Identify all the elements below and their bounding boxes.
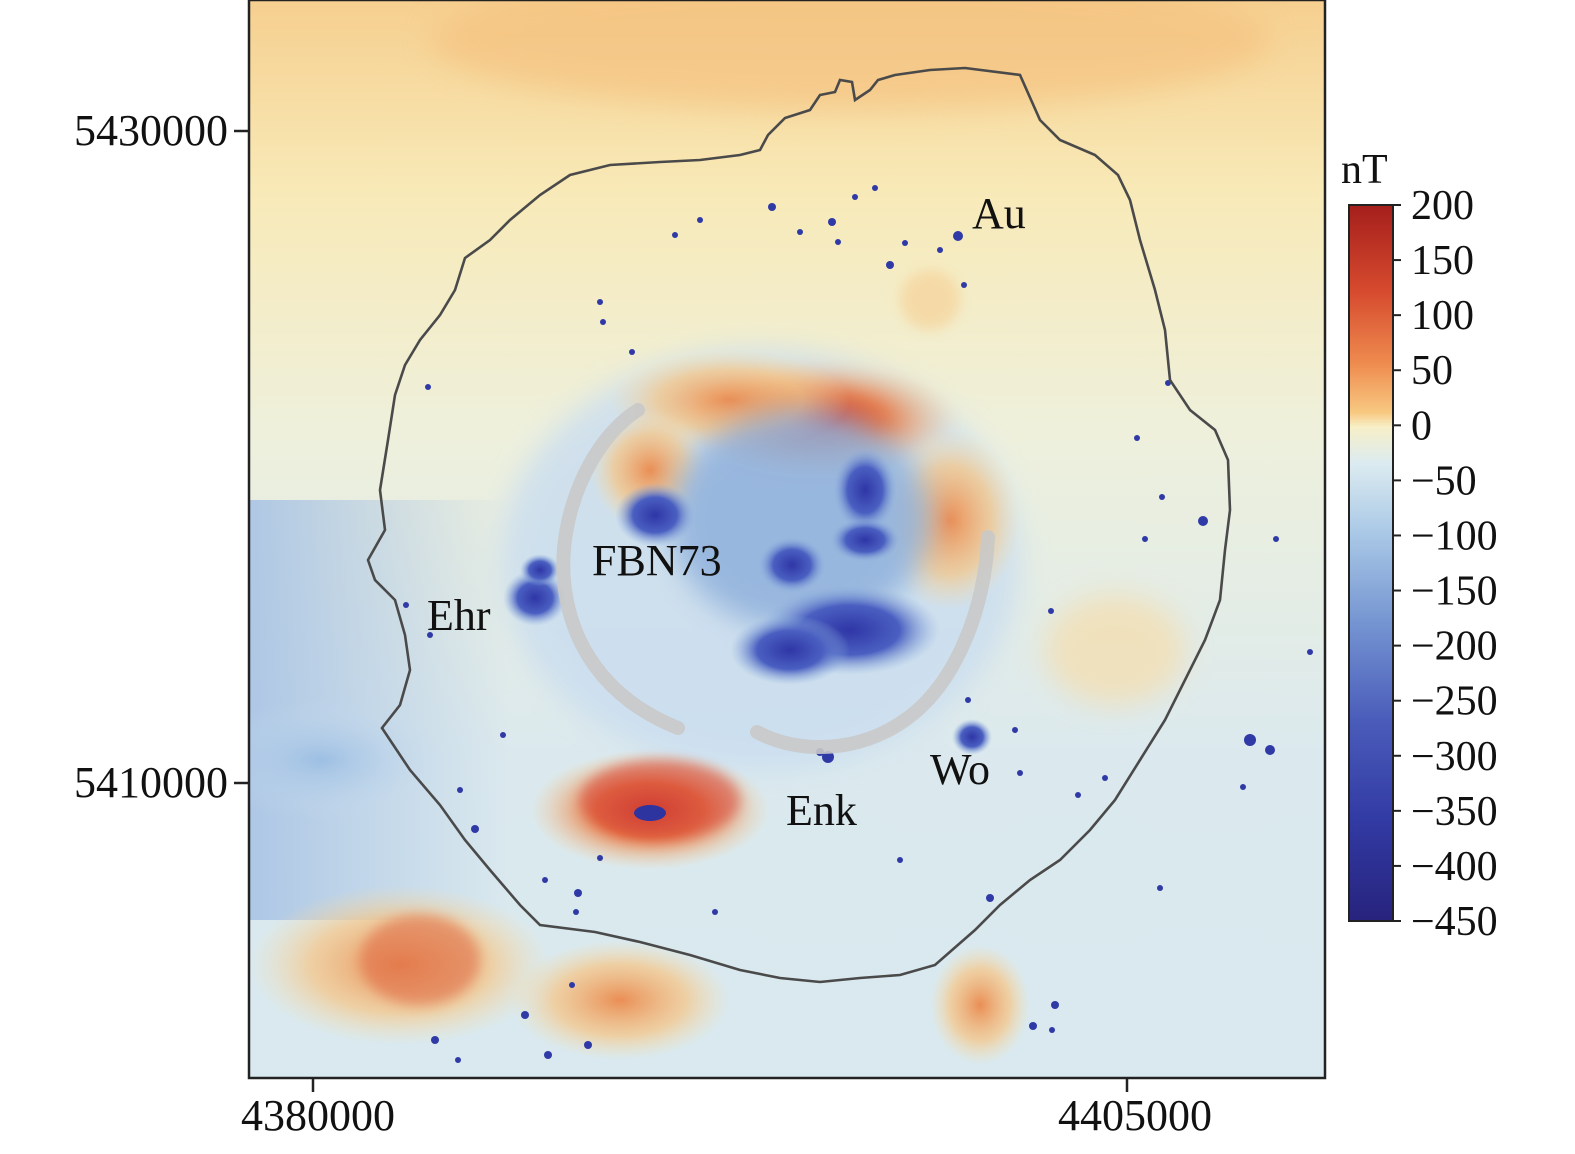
colorbar-tick-label: −450 [1411, 899, 1498, 945]
colorbar-tick-label: −350 [1411, 789, 1498, 835]
colorbar-tick-label: −100 [1411, 513, 1498, 559]
anomaly-map: Au FBN73 Ehr Wo Enk [249, 0, 1325, 1078]
colorbar-tick-label: −50 [1411, 458, 1477, 504]
colorbar-tick-label: −150 [1411, 569, 1498, 615]
colorbar-unit: nT [1341, 147, 1388, 193]
plot-frame [247, 0, 1327, 1080]
colorbar: nT 200 150 100 50 0 −50 −100 −150 −200 −250 −300 −3… [1341, 147, 1498, 945]
colorbar-tick-label: 150 [1411, 238, 1474, 284]
y-axis: 5430000 5410000 [74, 106, 249, 807]
colorbar-tick-label: −400 [1411, 844, 1498, 890]
colorbar-ticks: 200 150 100 50 0 −50 −100 −150 −200 −250 −300 −350 −… [1393, 183, 1498, 945]
colorbar-tick-label: 50 [1411, 348, 1453, 394]
colorbar-tick-label: 100 [1411, 293, 1474, 339]
colorbar-tick-label: 0 [1411, 403, 1432, 449]
label-enk: Enk [786, 786, 857, 835]
y-tick-label: 5430000 [74, 106, 228, 155]
label-fbn73: FBN73 [592, 536, 722, 585]
crater-boundary [366, 66, 1232, 984]
colorbar-tick-label: −200 [1411, 624, 1498, 670]
blue-speckles [403, 185, 1313, 1063]
colorbar-tick-label: −250 [1411, 679, 1498, 725]
label-au: Au [972, 189, 1026, 238]
colorbar-tick-label: −300 [1411, 734, 1498, 780]
x-tick-label: 4405000 [1058, 1091, 1212, 1140]
colorbar-tick-label: 200 [1411, 183, 1474, 229]
colorbar-ramp [1348, 204, 1394, 922]
x-axis: 4380000 4405000 [241, 1078, 1212, 1140]
ring-arcs [556, 403, 995, 754]
x-tick-label: 4380000 [241, 1091, 395, 1140]
label-wo: Wo [930, 745, 990, 794]
label-ehr: Ehr [427, 591, 491, 640]
y-tick-label: 5410000 [74, 758, 228, 807]
